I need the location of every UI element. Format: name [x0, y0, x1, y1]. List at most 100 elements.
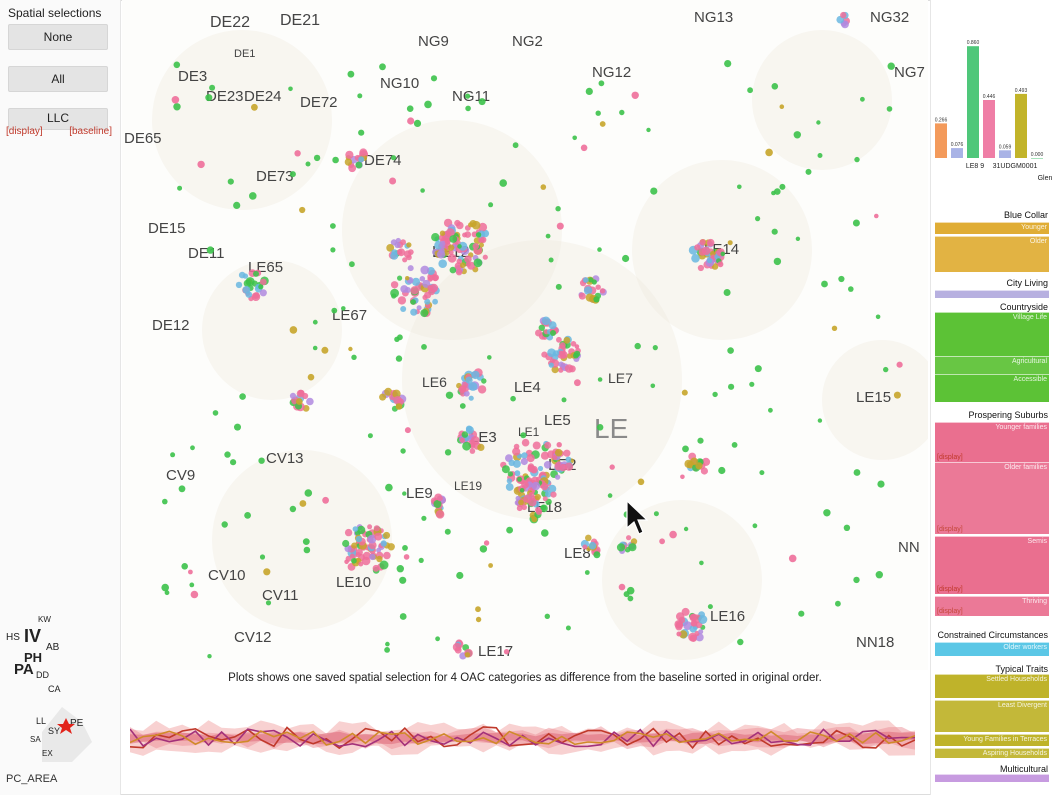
subcategory-label: Accessible — [1013, 376, 1047, 383]
baseline-link[interactable]: [baseline] — [69, 126, 112, 137]
region-label: NN18 — [856, 634, 894, 651]
category-title[interactable]: Blue Collar — [1003, 210, 1048, 220]
subcategory-label: Agricultural — [1011, 358, 1047, 365]
region-label: NG2 — [512, 33, 543, 50]
bar-value-label: 0.860 — [967, 40, 980, 46]
region-label: LE67 — [332, 307, 367, 324]
subcategory-label: Semis — [1027, 538, 1047, 545]
region-label: NG12 — [592, 64, 631, 81]
subcategory-bar[interactable]: Older workers — [935, 642, 1049, 656]
subcategory-bar[interactable]: Aspiring Households — [935, 748, 1049, 758]
region-label: LE9 — [406, 485, 433, 502]
mini-map-code: KW — [38, 615, 51, 624]
region-label: DE3 — [178, 68, 207, 85]
oac-category-panel: 0.266 0.076 0.860 0.446 0.059 0.493 0.000 LE8 9… — [930, 0, 1053, 795]
region-label: DE12 — [152, 317, 190, 334]
bar-value-label: 0.446 — [983, 94, 996, 100]
difference-plot — [130, 720, 915, 756]
region-label: DE72 — [300, 94, 338, 111]
category-title[interactable]: Prospering Suburbs — [968, 410, 1048, 420]
subcategory-bar[interactable]: Younger families [display] — [935, 422, 1049, 462]
subcategory-label: Village Life — [1012, 314, 1047, 321]
subcategory-bar[interactable]: Older — [935, 236, 1049, 272]
bar — [1015, 93, 1027, 158]
region-label: CV13 — [266, 450, 304, 467]
bar-x-label: 31UDGM0001 — [993, 163, 1038, 170]
subcategory-label: Thriving — [1022, 598, 1047, 605]
region-label: CV11 — [262, 587, 298, 604]
region-label: CV9 — [166, 467, 195, 484]
category-title[interactable]: Multicultural — [999, 764, 1048, 774]
region-label: LE17 — [478, 643, 513, 660]
region-label: DE73 — [256, 168, 294, 185]
plot-caption: Plots shows one saved spatial selection … — [228, 672, 822, 684]
region-label: LE5 — [544, 412, 571, 429]
category-title[interactable]: City Living — [1006, 278, 1048, 288]
bar-value-label: 0.059 — [999, 144, 1012, 150]
region-label: CV10 — [208, 567, 246, 584]
subcategory-bar[interactable]: Settled Households — [935, 674, 1049, 698]
mini-map-code: CA — [48, 684, 61, 694]
region-label: DE22 — [210, 14, 250, 31]
subcategory-bar[interactable]: Older families [display] — [935, 462, 1049, 534]
subcategory-bar[interactable]: Young Families in Terraces — [935, 734, 1049, 746]
bar — [935, 123, 947, 158]
display-link[interactable]: [display] — [937, 586, 963, 593]
bar-value-label: 0.000 — [1031, 152, 1044, 158]
subcategory-label: Older families — [1004, 464, 1047, 471]
subcategory-bar[interactable]: Younger — [935, 222, 1049, 234]
region-label: NG7 — [894, 64, 925, 81]
bar — [999, 150, 1011, 158]
mini-map-code: LL — [36, 716, 46, 726]
subcategory-bar[interactable]: Agricultural — [935, 356, 1049, 374]
subcategory-bar[interactable]: Thriving [display] — [935, 596, 1049, 616]
category-title[interactable]: Typical Traits — [995, 664, 1048, 674]
region-label: DE74 — [364, 152, 402, 169]
bar-x-label: LE8 9 — [966, 163, 984, 170]
subcategory-bar[interactable]: Accessible — [935, 374, 1049, 402]
region-label: NG32 — [870, 9, 909, 26]
subcategory-label: Settled Households — [986, 676, 1047, 683]
region-label: LE7 — [608, 370, 633, 386]
llc-links: [display] [baseline] — [6, 126, 112, 137]
bar — [951, 148, 963, 158]
all-selection-button[interactable]: All — [8, 66, 108, 92]
mini-map-code: HS — [6, 632, 20, 643]
bar-x-label: Glen — [1038, 175, 1053, 182]
subcategory-bar[interactable]: Least Divergent — [935, 700, 1049, 732]
display-link[interactable]: [display] — [937, 454, 963, 461]
category-title[interactable]: Constrained Circumstances — [937, 630, 1048, 640]
subcategory-bar[interactable]: Village Life — [935, 312, 1049, 356]
bar — [967, 46, 979, 159]
subcategory-bar[interactable]: Semis [display] — [935, 536, 1049, 594]
region-label: LE19 — [454, 479, 482, 493]
mini-map-code: SY — [48, 726, 60, 736]
llc-selection-button[interactable]: LLC — [8, 108, 108, 130]
selection-bar-chart: 0.266 0.076 0.860 0.446 0.059 0.493 0.000 LE8 9… — [935, 40, 1053, 182]
subcategory-bar[interactable] — [935, 290, 1049, 298]
region-label: DE24 — [244, 88, 282, 105]
subcategory-label: Aspiring Households — [982, 750, 1047, 757]
bar — [983, 100, 995, 158]
region-label: NG9 — [418, 33, 449, 50]
region-label: LE16 — [710, 608, 745, 625]
mini-map-code: PH — [24, 650, 42, 665]
none-selection-button[interactable]: None — [8, 24, 108, 50]
category-title[interactable]: Countryside — [999, 302, 1048, 312]
subcategory-label: Young Families in Terraces — [963, 736, 1047, 743]
region-label: LE4 — [514, 379, 541, 396]
postcode-district-map[interactable]: DE22 DE21 DE1 NG9 NG2 NG13 NG32 NG10 NG12 NG11 DE3… — [122, 0, 928, 670]
region-label: NG13 — [694, 9, 733, 26]
subcategory-label: Older workers — [1003, 644, 1047, 651]
region-label: LE10 — [336, 574, 371, 591]
mini-map-code: SA — [30, 735, 41, 744]
display-link[interactable]: [display] — [6, 126, 43, 137]
subcategory-bar[interactable] — [935, 774, 1049, 782]
display-link[interactable]: [display] — [937, 526, 963, 533]
bar-value-label: 0.266 — [935, 117, 948, 123]
subcategory-label: Younger — [1021, 224, 1047, 231]
mini-map-code: EX — [42, 749, 53, 758]
display-link[interactable]: [display] — [937, 608, 963, 615]
